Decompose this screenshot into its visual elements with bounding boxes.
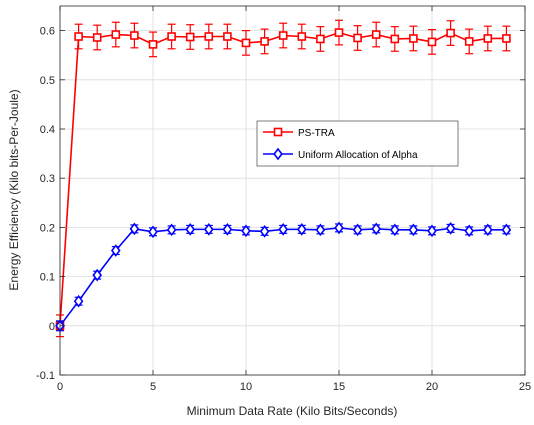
data-point bbox=[278, 31, 288, 40]
data-point bbox=[204, 32, 214, 41]
y-tick-label: -0.1 bbox=[36, 370, 55, 382]
data-point bbox=[371, 30, 381, 39]
y-tick-label: 0.6 bbox=[40, 26, 55, 38]
data-point bbox=[353, 33, 362, 43]
y-tick-label: 0.5 bbox=[40, 75, 55, 87]
y-tick-label: 0.2 bbox=[40, 222, 55, 234]
data-point bbox=[334, 221, 344, 235]
series-ps-tra bbox=[55, 19, 511, 338]
x-axis-label: Minimum Data Rate (Kilo Bits/Seconds) bbox=[187, 404, 398, 418]
data-point bbox=[203, 223, 214, 236]
plot-frame bbox=[59, 5, 526, 376]
data-point bbox=[352, 223, 363, 237]
data-point bbox=[110, 244, 121, 257]
data-point bbox=[167, 32, 176, 41]
data-point bbox=[408, 223, 419, 237]
data-point bbox=[92, 268, 103, 282]
x-tick-label: 10 bbox=[240, 381, 252, 393]
y-tick-label: 0.3 bbox=[40, 173, 55, 185]
legend-box bbox=[256, 120, 459, 167]
data-point bbox=[427, 37, 437, 47]
y-tick-label: 0.4 bbox=[40, 124, 55, 136]
data-point bbox=[74, 32, 83, 41]
data-point bbox=[482, 223, 493, 237]
data-point bbox=[297, 32, 307, 41]
y-tick-label: 0 bbox=[49, 321, 55, 333]
x-tick-label: 25 bbox=[519, 381, 531, 393]
data-point bbox=[502, 34, 511, 43]
data-point bbox=[111, 30, 121, 39]
series-uniform-alpha bbox=[55, 221, 512, 333]
data-point bbox=[185, 32, 195, 42]
data-point bbox=[222, 223, 233, 236]
data-point bbox=[464, 224, 475, 238]
data-point bbox=[371, 222, 382, 236]
x-tick-label: 20 bbox=[426, 381, 438, 393]
data-point bbox=[259, 225, 270, 238]
data-point bbox=[241, 224, 251, 238]
data-point bbox=[278, 223, 289, 236]
data-point bbox=[464, 37, 474, 46]
data-point bbox=[316, 34, 325, 44]
data-point bbox=[148, 225, 158, 239]
data-point bbox=[260, 37, 269, 46]
series-layer bbox=[55, 19, 512, 338]
data-point bbox=[223, 32, 232, 41]
data-point bbox=[315, 223, 326, 237]
y-tick-label: 0.1 bbox=[40, 272, 55, 284]
data-point bbox=[92, 33, 102, 42]
ticks: 0 5 10 15 20 25-0.100.10.20.30.40.50.6 bbox=[36, 6, 531, 393]
data-point bbox=[130, 31, 139, 40]
data-point bbox=[166, 223, 177, 237]
data-point bbox=[445, 222, 456, 235]
data-point bbox=[73, 294, 84, 308]
x-tick-label: 0 bbox=[57, 381, 63, 393]
legend-marker bbox=[273, 127, 283, 137]
data-point bbox=[296, 223, 307, 236]
x-tick-label: 15 bbox=[333, 381, 345, 393]
data-point bbox=[446, 28, 455, 38]
data-point bbox=[501, 223, 512, 237]
legend-label: PS-TRA bbox=[298, 128, 335, 139]
legend-label: Uniform Allocation of Alpha bbox=[298, 150, 418, 161]
data-point bbox=[241, 38, 251, 48]
data-point bbox=[409, 34, 418, 43]
plot-area bbox=[60, 6, 525, 375]
data-point bbox=[129, 222, 140, 236]
data-point bbox=[390, 34, 400, 44]
x-tick-label: 5 bbox=[150, 381, 156, 393]
legend: PS-TRA Uniform Allocation of Alpha bbox=[256, 120, 459, 167]
data-point bbox=[148, 40, 158, 49]
legend-marker bbox=[273, 147, 283, 161]
data-point bbox=[427, 224, 437, 238]
y-axis-label: Energy Efficiency (Kilo bits-Per-Joule) bbox=[7, 89, 21, 290]
data-point bbox=[389, 223, 400, 237]
data-point bbox=[334, 28, 344, 37]
data-point bbox=[185, 223, 196, 236]
data-point bbox=[483, 34, 493, 43]
